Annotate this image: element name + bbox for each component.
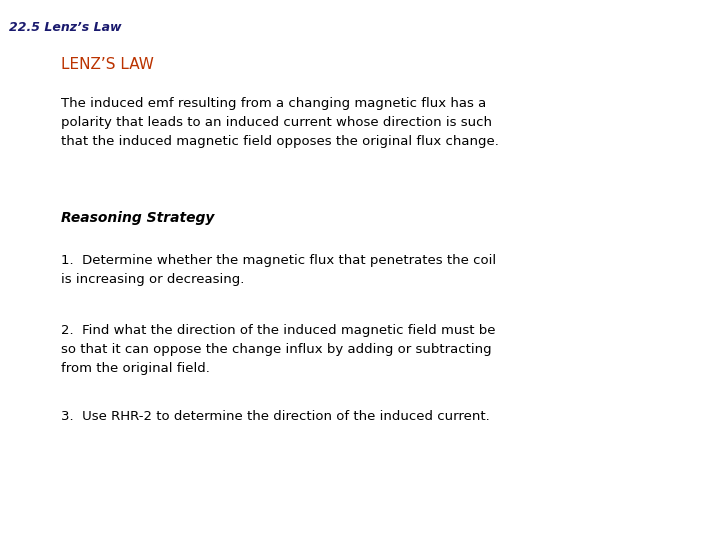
Text: 1.  Determine whether the magnetic flux that penetrates the coil
is increasing o: 1. Determine whether the magnetic flux t…: [61, 254, 496, 286]
Text: 2.  Find what the direction of the induced magnetic field must be
so that it can: 2. Find what the direction of the induce…: [61, 324, 495, 375]
Text: LENZ’S LAW: LENZ’S LAW: [61, 57, 154, 72]
Text: Reasoning Strategy: Reasoning Strategy: [61, 211, 215, 225]
Text: 22.5 Lenz’s Law: 22.5 Lenz’s Law: [9, 21, 121, 33]
Text: The induced emf resulting from a changing magnetic flux has a
polarity that lead: The induced emf resulting from a changin…: [61, 97, 499, 148]
Text: 3.  Use RHR-2 to determine the direction of the induced current.: 3. Use RHR-2 to determine the direction …: [61, 410, 490, 423]
